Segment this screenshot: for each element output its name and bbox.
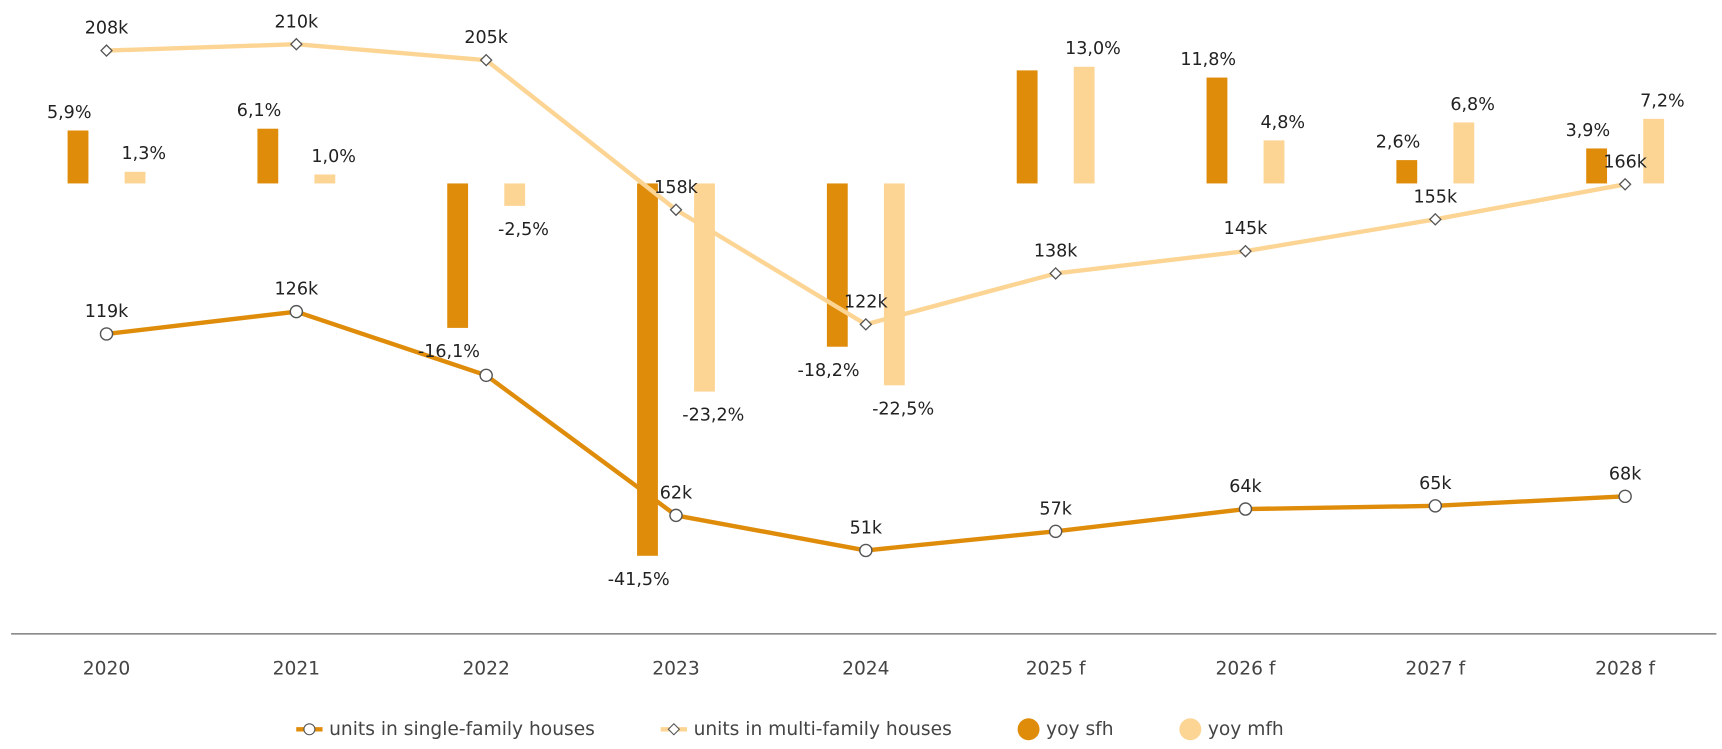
marker: [1618, 177, 1632, 191]
marker: [100, 44, 113, 58]
bars: [67, 66, 1665, 556]
x-tick-label: 2023: [652, 658, 699, 679]
point-label: 166k: [1603, 152, 1647, 172]
point-label: 145k: [1224, 219, 1268, 239]
marker: [1238, 502, 1253, 516]
bar-label: 1,3%: [122, 144, 167, 164]
legend-marker: [667, 723, 681, 736]
bar: [257, 128, 279, 184]
marker: [1239, 244, 1252, 258]
bar-label: 11,8%: [1180, 50, 1236, 70]
bar: [67, 130, 89, 184]
x-tick-label: 2020: [83, 658, 130, 679]
point-label: 62k: [660, 483, 693, 503]
marker: [859, 543, 873, 558]
x-tick-label: 2025 f: [1026, 658, 1086, 679]
point-label: 119k: [85, 302, 129, 322]
lines: [99, 37, 1632, 558]
legend-label: units in single-family houses: [329, 719, 595, 740]
bar: [1586, 148, 1608, 184]
line: [106, 42, 1626, 327]
legend-label: yoy mfh: [1208, 719, 1284, 740]
bar-label: -16,1%: [418, 342, 480, 362]
point-label: 210k: [275, 12, 319, 32]
legend-swatch: [1017, 718, 1040, 741]
bar: [826, 183, 848, 347]
point-label: 64k: [1229, 477, 1262, 497]
bar-label: -18,2%: [798, 361, 860, 381]
point-label: 65k: [1419, 474, 1452, 494]
marker: [1048, 524, 1063, 539]
bar-label: -41,5%: [608, 570, 670, 590]
point-label: 122k: [844, 292, 888, 312]
bar-label: -22,5%: [872, 399, 934, 419]
legend-label: yoy sfh: [1046, 719, 1113, 740]
bar-label: 2,6%: [1376, 133, 1421, 153]
point-label: 138k: [1034, 242, 1078, 262]
bar-label: -2,5%: [498, 220, 549, 240]
legend-marker: [303, 723, 316, 736]
line: [106, 309, 1626, 553]
bar: [1263, 140, 1285, 184]
point-label: 68k: [1609, 464, 1642, 484]
x-tick-label: 2024: [842, 658, 889, 679]
x-tick-label: 2028 f: [1595, 658, 1655, 679]
point-label: 57k: [1039, 499, 1072, 519]
legend-label: units in multi-family houses: [694, 719, 952, 740]
bar-label: 6,8%: [1450, 95, 1495, 115]
bar-label: 5,9%: [47, 103, 92, 123]
marker: [289, 304, 304, 319]
marker: [669, 203, 683, 217]
marker: [1618, 489, 1632, 504]
bar: [1073, 66, 1095, 184]
legend: units in single-family houses units in mu…: [296, 718, 1284, 741]
bar-label: 3,9%: [1566, 121, 1611, 141]
x-tick-label: 2021: [273, 658, 320, 679]
marker: [479, 53, 493, 67]
bar-label: -23,2%: [682, 406, 744, 426]
bar: [447, 183, 469, 328]
marker: [859, 317, 873, 331]
x-tick-label: 2027 f: [1405, 658, 1465, 679]
bar: [1453, 122, 1475, 184]
marker: [1049, 267, 1063, 280]
bar-label: 7,2%: [1640, 91, 1685, 111]
bar: [124, 171, 146, 184]
bar-label: 13,0%: [1065, 39, 1121, 59]
bar: [1206, 77, 1228, 184]
legend-swatch: [1179, 718, 1202, 741]
point-label: 155k: [1413, 187, 1457, 207]
bar: [1396, 160, 1418, 184]
point-label: 208k: [85, 19, 129, 39]
x-tick-label: 2022: [462, 658, 509, 679]
marker: [289, 37, 303, 51]
bar: [1016, 70, 1038, 184]
point-label: 158k: [654, 178, 698, 198]
point-label: 205k: [464, 28, 508, 48]
bar-label: 6,1%: [237, 101, 282, 121]
bar: [314, 174, 336, 184]
bar: [883, 183, 905, 386]
marker: [1428, 212, 1442, 226]
bar: [694, 183, 715, 392]
bar: [637, 183, 658, 556]
x-tick-label: 2026 f: [1216, 658, 1276, 679]
bar: [504, 183, 526, 206]
marker: [99, 327, 114, 341]
bar: [1643, 118, 1665, 184]
labels: 119k 126k 62k 51k 57k 64k 65k 68k 208k 210k 205k 15…: [47, 12, 1685, 590]
bar-label: 1,0%: [311, 147, 356, 167]
point-label: 51k: [850, 519, 883, 539]
point-label: 126k: [275, 280, 319, 300]
bar-label: 4,8%: [1260, 113, 1305, 133]
marker: [479, 368, 493, 383]
marker: [669, 508, 683, 523]
marker: [1428, 499, 1443, 513]
